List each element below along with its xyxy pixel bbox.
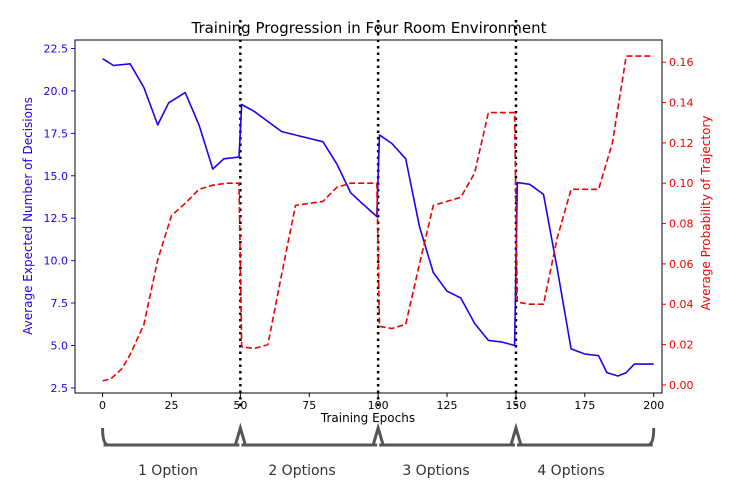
x-tick-label: 0 <box>99 399 106 412</box>
y-right-axis-label: Average Probability of Trajectory <box>699 116 713 311</box>
plot-frame <box>74 39 663 394</box>
x-tick-label: 125 <box>437 399 458 412</box>
y-left-tick-label: 2.5 <box>51 382 69 395</box>
y-right-tick-label: 0.12 <box>669 137 694 150</box>
y-left-tick-label: 10.0 <box>44 255 69 268</box>
phase-label-2: 2 Options <box>268 463 336 479</box>
y-right-tick-label: 0.04 <box>669 298 694 311</box>
decisions-series-line <box>102 58 654 377</box>
phase-label-1: 1 Option <box>137 463 199 479</box>
bracket-end-right <box>647 427 656 447</box>
axes: 0 25 50 75 100 125 150 175 200 2.5 5.0 7.5 10.0 12.5 1… <box>44 42 694 412</box>
x-tick-label: 200 <box>643 399 664 412</box>
y-right-tick-label: 0.14 <box>669 97 694 110</box>
x-tick-label: 150 <box>505 399 526 412</box>
x-tick-label: 175 <box>574 399 595 412</box>
y-left-axis-label: Average Expected Number of Decisions <box>21 97 35 335</box>
phase-brackets <box>101 422 656 447</box>
y-right-tick-label: 0.02 <box>669 339 694 352</box>
y-right-tick-label: 0.08 <box>669 218 694 231</box>
y-left-tick-label: 15.0 <box>44 170 69 183</box>
x-tick-label: 100 <box>368 399 389 412</box>
phase-label-3: 3 Options <box>402 463 470 479</box>
y-left-tick-label: 7.5 <box>51 297 69 310</box>
bracket-divider-peak <box>233 422 247 446</box>
bracket-divider-peak <box>509 422 523 446</box>
y-left-tick-label: 5.0 <box>51 339 69 352</box>
y-left-tick-label: 20.0 <box>44 85 69 98</box>
y-right-tick-label: 0.06 <box>669 258 694 271</box>
y-left-tick-label: 12.5 <box>44 212 69 225</box>
probability-series-line <box>102 55 654 382</box>
x-tick-label: 75 <box>302 399 316 412</box>
y-left-tick-label: 22.5 <box>44 42 69 55</box>
bracket-end-left <box>101 427 109 447</box>
series-lines <box>102 55 654 382</box>
y-right-tick-label: 0.10 <box>669 177 694 190</box>
x-tick-label: 25 <box>164 399 178 412</box>
chart-title: Training Progression in Four Room Enviro… <box>190 19 546 37</box>
y-left-tick-label: 17.5 <box>44 127 69 140</box>
x-axis-label: Training Epochs <box>320 411 415 425</box>
bracket-divider-peak <box>371 422 385 446</box>
y-right-tick-label: 0.16 <box>669 56 694 69</box>
phase-label-4: 4 Options <box>537 463 605 479</box>
y-right-tick-label: 0.00 <box>669 379 694 392</box>
x-tick-label: 50 <box>233 399 247 412</box>
